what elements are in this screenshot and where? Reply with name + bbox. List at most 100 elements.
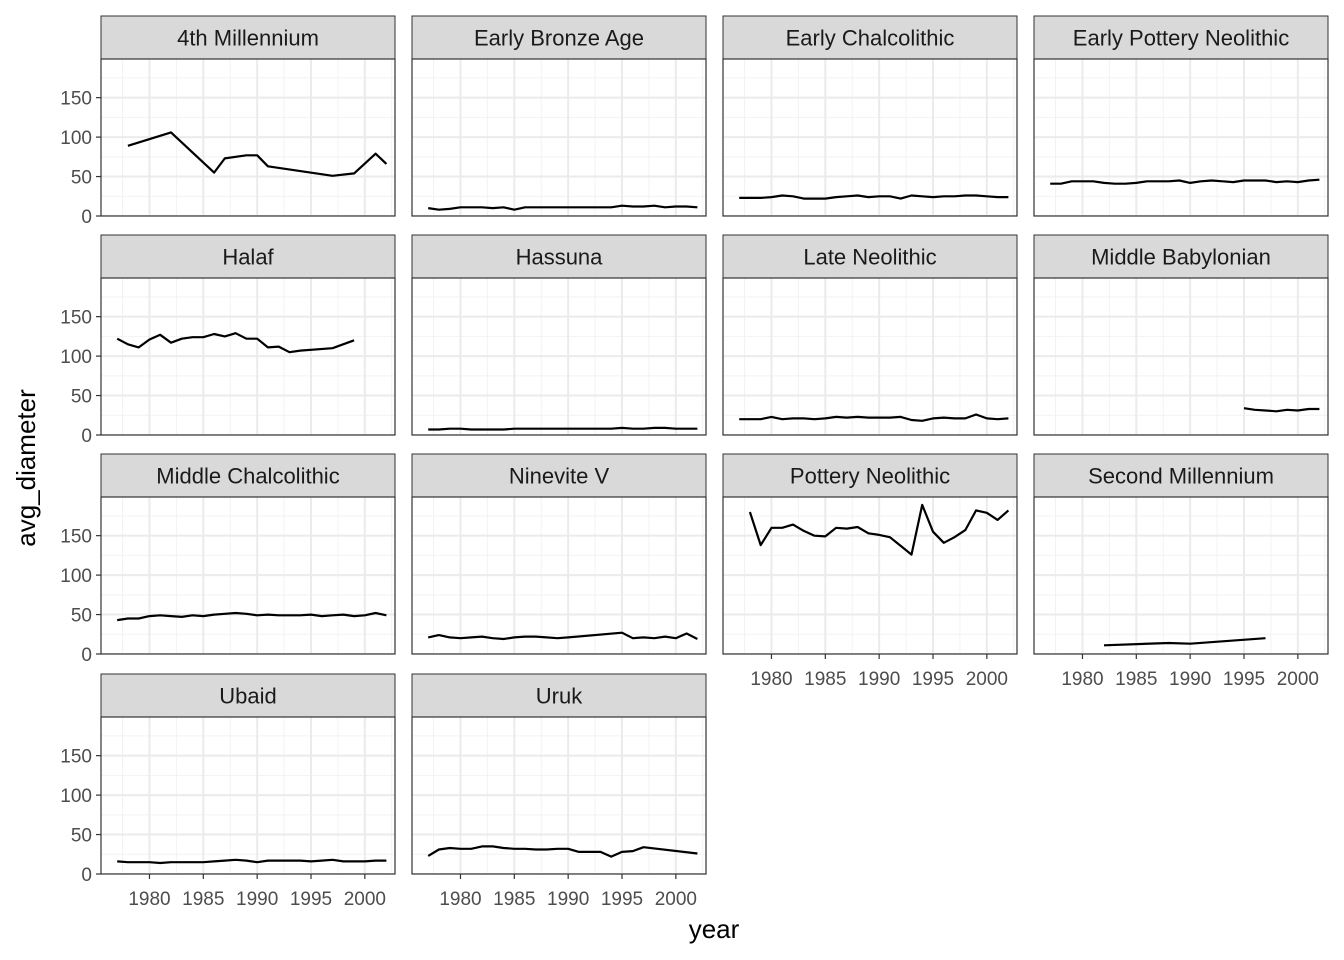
facet-panel: Halaf 0 50 100 150 xyxy=(60,234,396,447)
y-tick-label: 0 xyxy=(81,645,92,666)
gridlines xyxy=(723,59,1017,216)
x-tick-label: 1980 xyxy=(1061,669,1103,690)
x-tick-label: 1980 xyxy=(128,889,170,910)
facet-panel: Uruk 1980 1985 1990 1995 2000 xyxy=(411,673,707,910)
facet-panel: Ubaid 0 50 100 150 1980 1985 1990 1995 2000 xyxy=(60,673,396,910)
facet-panel: Hassuna xyxy=(411,234,707,436)
gridlines xyxy=(1034,59,1328,216)
series-line xyxy=(739,194,1009,200)
y-tick-label: 100 xyxy=(60,347,92,368)
facet-panel: Early Pottery Neolithic xyxy=(1033,15,1329,217)
facet-strip xyxy=(1033,234,1329,279)
facet-strip-label: Hassuna xyxy=(516,245,604,270)
x-tick-label: 1995 xyxy=(912,669,954,690)
series-line xyxy=(1050,178,1320,185)
gridlines xyxy=(412,497,706,654)
facet-panel: Early Bronze Age xyxy=(411,15,707,217)
x-tick-label: 1985 xyxy=(493,889,535,910)
x-tick-label: 2000 xyxy=(344,889,386,910)
series-line xyxy=(1243,407,1320,413)
y-tick-label: 0 xyxy=(81,207,92,228)
panel-border xyxy=(1033,277,1329,436)
x-tick-label: 1990 xyxy=(236,889,278,910)
facet-strip-label: Early Chalcolithic xyxy=(786,26,955,51)
x-tick-label: 2000 xyxy=(655,889,697,910)
series-line xyxy=(428,204,698,211)
y-tick-label: 100 xyxy=(60,566,92,587)
facet-strip xyxy=(722,15,1018,60)
series-line xyxy=(427,631,698,641)
facet-strip-label: Uruk xyxy=(536,684,583,709)
panel-border xyxy=(411,58,707,217)
gridlines xyxy=(101,278,395,435)
facet-strip-label: Middle Chalcolithic xyxy=(156,464,339,489)
series-line xyxy=(1103,637,1266,647)
facet-strip xyxy=(100,15,396,60)
facet-strip xyxy=(411,673,707,718)
x-axis-title: year xyxy=(689,914,740,944)
gridlines xyxy=(723,278,1017,435)
series-line xyxy=(427,845,698,858)
y-tick-label: 150 xyxy=(60,747,92,768)
facet-strip-label: 4th Millennium xyxy=(177,26,319,51)
panel-border xyxy=(411,496,707,655)
facet-panel: Second Millennium 1980 1985 1990 1995 2000 xyxy=(1033,453,1329,690)
facet-strip xyxy=(411,15,707,60)
facet-strip-label: Early Pottery Neolithic xyxy=(1073,26,1289,51)
y-tick-label: 50 xyxy=(71,168,92,189)
gridlines xyxy=(412,59,706,216)
series-line xyxy=(127,131,388,177)
gridlines xyxy=(723,497,1017,654)
panel-border xyxy=(1033,58,1329,217)
x-tick-label: 1985 xyxy=(1115,669,1157,690)
facet-panel: Middle Babylonian xyxy=(1033,234,1329,436)
y-tick-label: 100 xyxy=(60,128,92,149)
panel-border xyxy=(1033,496,1329,655)
facet-panel: Pottery Neolithic 1980 1985 1990 1995 2000 xyxy=(722,453,1018,690)
y-axis-title: avg_diameter xyxy=(11,389,41,547)
facet-strip-label: Ubaid xyxy=(219,684,276,709)
facet-strip xyxy=(1033,15,1329,60)
series-line xyxy=(117,611,387,622)
facet-strip-label: Early Bronze Age xyxy=(474,26,644,51)
gridlines xyxy=(412,278,706,435)
y-tick-label: 50 xyxy=(71,826,92,847)
facet-strip-label: Halaf xyxy=(222,245,274,270)
facet-strip-label: Second Millennium xyxy=(1088,464,1274,489)
gridlines xyxy=(1034,497,1328,654)
facet-strip xyxy=(411,453,707,498)
facet-strip-label: Ninevite V xyxy=(509,464,610,489)
panel-border xyxy=(411,716,707,875)
x-tick-label: 2000 xyxy=(966,669,1008,690)
y-tick-label: 0 xyxy=(81,426,92,447)
series-line xyxy=(739,413,1009,422)
panel-border xyxy=(411,277,707,436)
facet-panel: Middle Chalcolithic 0 50 100 150 xyxy=(60,453,396,666)
x-tick-label: 1985 xyxy=(182,889,224,910)
x-tick-label: 1990 xyxy=(1169,669,1211,690)
y-tick-label: 50 xyxy=(71,387,92,408)
gridlines xyxy=(1034,278,1328,435)
x-tick-label: 1990 xyxy=(858,669,900,690)
x-tick-label: 1985 xyxy=(804,669,846,690)
gridlines xyxy=(101,717,395,874)
panel-border xyxy=(722,496,1018,655)
x-tick-label: 1995 xyxy=(1223,669,1265,690)
x-tick-label: 2000 xyxy=(1277,669,1319,690)
x-tick-label: 1990 xyxy=(547,889,589,910)
series-line xyxy=(428,426,698,431)
y-tick-label: 0 xyxy=(81,865,92,886)
x-tick-label: 1980 xyxy=(439,889,481,910)
facet-panels: 4th Millennium 0 50 100 150 Early Bronze Age E… xyxy=(60,15,1329,910)
series-line xyxy=(116,332,355,354)
y-tick-label: 150 xyxy=(60,308,92,329)
facet-strip-label: Pottery Neolithic xyxy=(790,464,950,489)
facet-panel: Late Neolithic xyxy=(722,234,1018,436)
facet-strip-label: Late Neolithic xyxy=(803,245,936,270)
x-tick-label: 1995 xyxy=(290,889,332,910)
panel-border xyxy=(722,58,1018,217)
y-tick-label: 150 xyxy=(60,527,92,548)
facet-strip-label: Middle Babylonian xyxy=(1091,245,1271,270)
panel-border xyxy=(722,277,1018,436)
